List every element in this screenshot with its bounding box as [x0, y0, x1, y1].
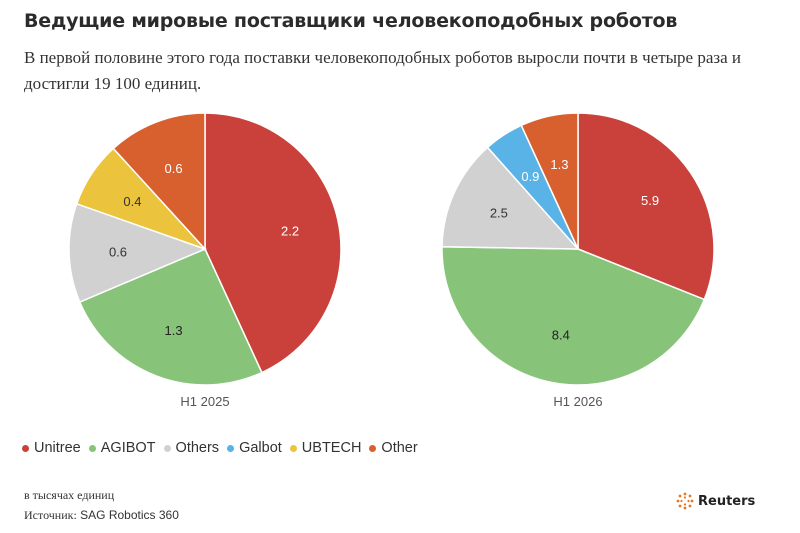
legend-item-galbot[interactable]: Galbot — [227, 440, 282, 456]
legend: Unitree AGIBOT Others Galbot UBTECH Other — [22, 440, 426, 456]
legend-label: AGIBOT — [100, 440, 156, 456]
pie-slice-other[interactable] — [112, 112, 206, 251]
chart-title: Ведущие мировые поставщики человекоподоб… — [24, 10, 678, 32]
data-label-agibot: 1.3 — [165, 323, 183, 338]
pie-charts: 2.2 1.3 0.6 0.4 0.6 H1 2025 5.9 8.4 2.5 0.9 1.3 H1 … — [68, 112, 715, 409]
data-label-agibot: 8.4 — [552, 327, 570, 342]
pie-h1-2025: 2.2 1.3 0.6 0.4 0.6 — [68, 112, 342, 386]
legend-item-agibot[interactable]: AGIBOT — [88, 440, 156, 456]
legend-item-unitree[interactable]: Unitree — [22, 440, 81, 456]
legend-label: UBTECH — [301, 440, 362, 456]
legend-item-ubtech[interactable]: UBTECH — [289, 440, 362, 456]
legend-swatch — [289, 444, 297, 452]
legend-swatch — [369, 444, 377, 452]
pie-slice-other[interactable] — [520, 112, 579, 250]
data-label-other: 0.6 — [165, 161, 183, 176]
chart-subtitle: В первой половине этого года поставки че… — [24, 48, 741, 93]
legend-swatch — [163, 444, 171, 452]
legend-item-others[interactable]: Others — [163, 440, 220, 456]
legend-label: Unitree — [34, 440, 81, 456]
pie-caption: H1 2025 — [180, 394, 229, 409]
source-label: Источник: — [24, 508, 77, 522]
legend-swatch — [88, 444, 96, 452]
reuters-logo-text: Reuters — [698, 493, 756, 509]
reuters-logo[interactable]: Reuters — [676, 492, 755, 510]
source-name: SAG Robotics 360 — [80, 508, 179, 522]
pie-slice-agibot[interactable] — [441, 245, 706, 386]
data-label-unitree: 2.2 — [281, 223, 299, 238]
pie-h1-2026: 5.9 8.4 2.5 0.9 1.3 — [441, 112, 715, 386]
source-note: Источник: SAG Robotics 360 — [24, 508, 179, 523]
reuters-logo-icon — [676, 492, 694, 510]
data-label-others: 0.6 — [109, 245, 127, 260]
legend-label: Other — [381, 440, 418, 456]
legend-label: Others — [175, 440, 220, 456]
legend-swatch — [22, 444, 29, 452]
data-label-galbot: 0.9 — [521, 169, 539, 184]
data-label-other: 1.3 — [550, 157, 568, 172]
pie-slice-others[interactable] — [68, 202, 208, 303]
pie-slice-unitree[interactable] — [577, 112, 715, 301]
pie-slice-others[interactable] — [441, 146, 580, 250]
legend-swatch — [227, 444, 235, 452]
units-note: в тысячах единиц — [24, 488, 115, 502]
pie-slice-unitree[interactable] — [204, 112, 342, 374]
data-label-ubtech: 0.4 — [123, 194, 141, 209]
legend-label: Galbot — [239, 440, 282, 456]
data-label-others: 2.5 — [490, 206, 508, 221]
data-label-unitree: 5.9 — [641, 193, 659, 208]
pie-caption: H1 2026 — [553, 394, 602, 409]
legend-item-other[interactable]: Other — [369, 440, 418, 456]
